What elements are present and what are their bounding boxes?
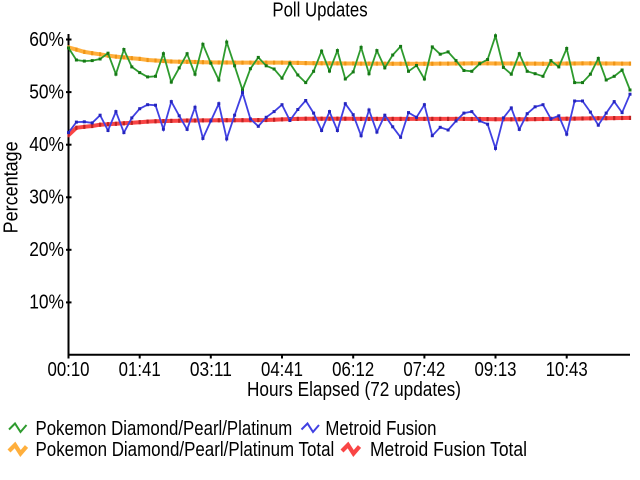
svg-text:00:10: 00:10 [48, 359, 90, 381]
svg-text:04:41: 04:41 [261, 359, 303, 381]
svg-text:20%: 20% [29, 239, 64, 261]
svg-text:Poll Updates: Poll Updates [272, 0, 367, 21]
svg-text:60%: 60% [29, 29, 64, 51]
svg-text:50%: 50% [29, 81, 64, 103]
svg-text:40%: 40% [29, 134, 64, 156]
svg-text:Pokemon Diamond/Pearl/Platinum: Pokemon Diamond/Pearl/Platinum [36, 418, 293, 440]
svg-text:09:13: 09:13 [475, 359, 517, 381]
svg-text:Metroid Fusion: Metroid Fusion [325, 418, 436, 440]
svg-text:06:12: 06:12 [332, 359, 374, 381]
svg-text:01:41: 01:41 [119, 359, 161, 381]
svg-text:07:42: 07:42 [403, 359, 445, 381]
svg-text:Hours Elapsed (72 updates): Hours Elapsed (72 updates) [247, 379, 461, 401]
svg-text:Metroid Fusion Total: Metroid Fusion Total [370, 439, 527, 461]
svg-text:30%: 30% [29, 187, 64, 209]
svg-text:03:11: 03:11 [190, 359, 232, 381]
svg-text:Percentage: Percentage [1, 141, 23, 233]
svg-text:10%: 10% [29, 292, 64, 314]
svg-text:10:43: 10:43 [546, 359, 588, 381]
svg-text:Pokemon Diamond/Pearl/Platinum: Pokemon Diamond/Pearl/Platinum Total [36, 439, 335, 461]
